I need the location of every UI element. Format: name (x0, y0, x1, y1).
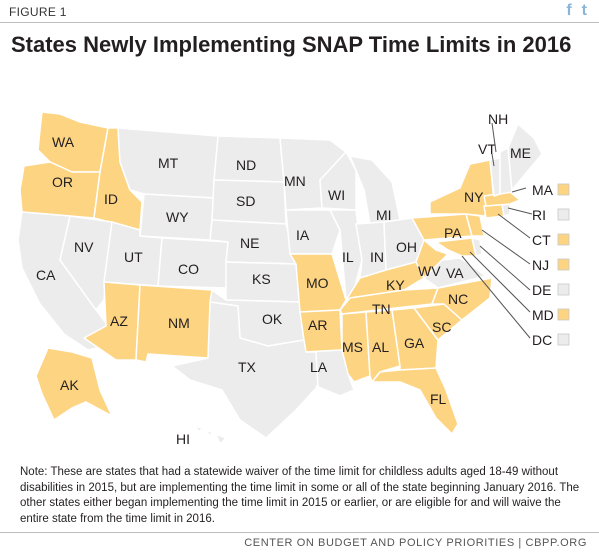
state-label: MT (158, 155, 179, 171)
state-label: NV (74, 239, 94, 255)
state-label: VT (478, 141, 496, 157)
callout-leaders (461, 122, 533, 339)
callout-label: CT (532, 232, 551, 248)
social-links: f t (566, 2, 587, 20)
callout-label: MA (532, 182, 554, 198)
state-ia (285, 209, 341, 255)
state-ak (35, 347, 113, 421)
state-label: WI (328, 187, 345, 203)
callout-swatch (557, 183, 570, 196)
state-wi (319, 151, 357, 211)
state-label: CA (36, 267, 56, 283)
state-label: GA (404, 335, 425, 351)
state-label-layer: WA OR ID MT ND MN WI MI NY VT NH ME SD W… (36, 111, 531, 447)
state-label: NH (488, 111, 508, 127)
state-label: ID (104, 191, 118, 207)
callout-label: MD (532, 307, 554, 323)
state-label: HI (176, 431, 190, 447)
figure-label: FIGURE 1 (9, 5, 67, 19)
chart-title: States Newly Implementing SNAP Time Limi… (11, 32, 572, 57)
state-label: PA (444, 225, 462, 241)
callout-legend: MA RI CT NJ DE MD DC (532, 182, 570, 348)
state-md (435, 237, 477, 257)
state-ri (501, 203, 511, 217)
state-label: TX (238, 359, 257, 375)
footnote: Note: These are states that had a statew… (20, 466, 580, 525)
state-mi (349, 155, 401, 225)
state-tx (171, 301, 319, 439)
state-label: MS (342, 339, 363, 355)
state-label: CO (178, 261, 199, 277)
callout-swatch (557, 208, 570, 221)
callout-label: NJ (532, 257, 549, 273)
state-label: OK (262, 311, 283, 327)
twitter-icon[interactable]: t (581, 2, 587, 19)
state-label: UT (124, 249, 143, 265)
us-map: WA OR ID MT ND MN WI MI NY VT NH ME SD W… (17, 111, 570, 447)
state-label: IL (342, 249, 354, 265)
state-hi (193, 425, 227, 445)
facebook-icon[interactable]: f (566, 2, 572, 19)
state-label: AL (372, 339, 389, 355)
state-label: OR (52, 174, 73, 190)
state-label: ND (236, 157, 256, 173)
state-label: NM (168, 315, 190, 331)
state-label: MI (376, 207, 392, 223)
state-label: KY (386, 277, 405, 293)
state-label: FL (430, 391, 447, 407)
callout-label: DC (532, 332, 552, 348)
state-label: KS (252, 271, 271, 287)
state-label: ME (510, 145, 531, 161)
state-label: MN (284, 173, 306, 189)
state-label: NY (464, 189, 484, 205)
state-fl (371, 367, 459, 435)
state-label: IA (296, 227, 310, 243)
callout-label: RI (532, 207, 546, 223)
state-label: WV (418, 263, 441, 279)
state-label: SC (432, 319, 451, 335)
callout-label: DE (532, 282, 551, 298)
state-me (507, 123, 543, 191)
top-divider (0, 22, 599, 23)
state-label: AZ (110, 313, 128, 329)
state-label: NE (240, 235, 259, 251)
state-nv (59, 215, 113, 311)
state-label: AR (308, 317, 327, 333)
state-label: WA (52, 134, 75, 150)
state-label: MO (306, 275, 329, 291)
state-label: LA (310, 359, 328, 375)
state-label: VA (446, 265, 464, 281)
callout-swatch (557, 258, 570, 271)
state-label: OH (396, 239, 417, 255)
state-label: SD (236, 193, 255, 209)
callout-swatch (557, 233, 570, 246)
state-label: IN (370, 249, 384, 265)
state-label: AK (60, 377, 79, 393)
state-de (471, 237, 483, 257)
source-credit: CENTER ON BUDGET AND POLICY PRIORITIES |… (244, 537, 587, 549)
state-label: TN (372, 301, 391, 317)
callout-swatch (557, 333, 570, 346)
state-label: WY (166, 209, 189, 225)
callout-swatch (557, 308, 570, 321)
bottom-divider (0, 532, 599, 533)
callout-swatch (557, 283, 570, 296)
state-label: NC (448, 291, 468, 307)
